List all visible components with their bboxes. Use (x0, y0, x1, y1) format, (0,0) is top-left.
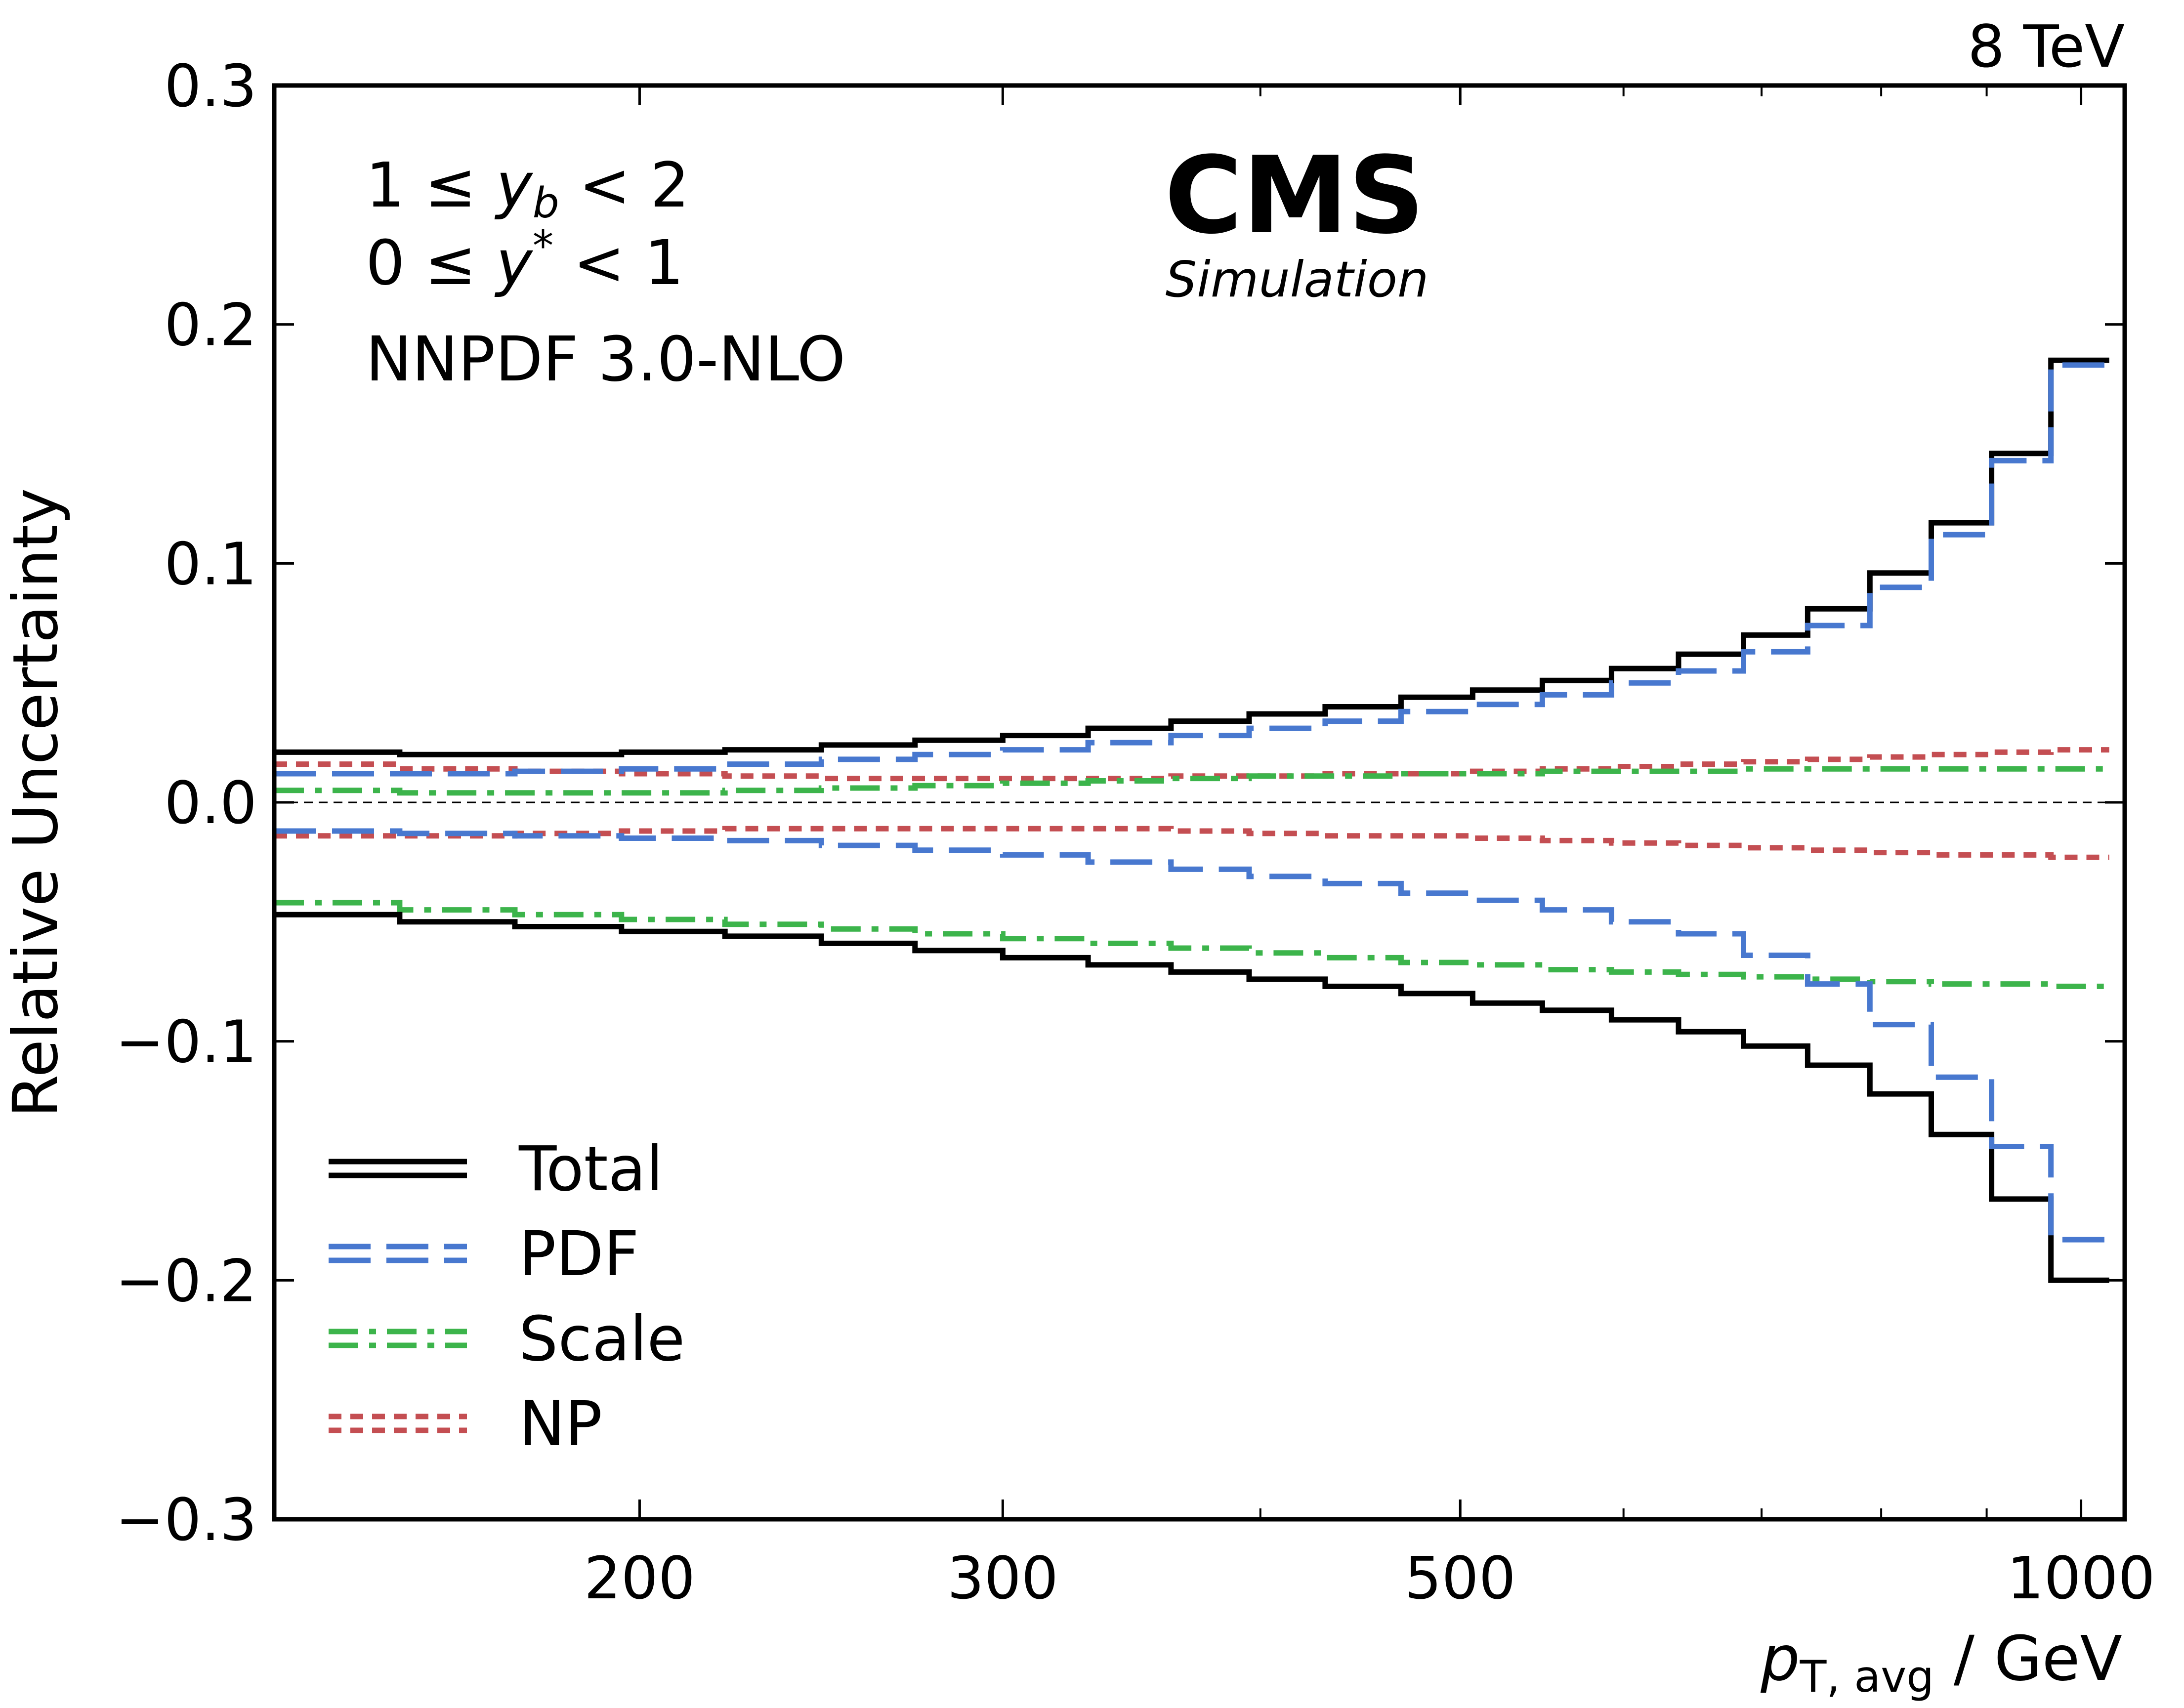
cms-logo: CMS (1165, 133, 1425, 257)
ystar-pre: 0 ≤ (366, 227, 496, 299)
series-layer (274, 357, 2125, 1283)
y-tick-label: 0.1 (164, 530, 257, 598)
series-scale-down (274, 900, 2109, 989)
cms-simulation-label: Simulation (1166, 250, 1429, 308)
x-tick-label: 200 (584, 1544, 695, 1612)
plot-frame (272, 83, 2127, 1522)
annotation-yb-range: 1 ≤ yb < 2 (366, 150, 689, 228)
legend-label-np: NP (519, 1388, 602, 1460)
series-pdf-down (274, 828, 2109, 1243)
series-np-down (274, 826, 2109, 860)
x-tick-label: 500 (1405, 1544, 1516, 1612)
annotation-pdf-set: NNPDF 3.0-NLO (366, 324, 845, 395)
series-pdf-up (274, 362, 2109, 777)
legend-label-scale: Scale (519, 1303, 685, 1375)
annotation-ystar-range: 0 ≤ y* < 1 (366, 222, 684, 299)
x-label-sub: T, avg (1800, 1651, 1934, 1702)
energy-label: 8 TeV (1968, 12, 2125, 81)
y-axis-label: Relative Uncertainty (0, 488, 72, 1118)
y-tick-label: 0.3 (164, 52, 257, 120)
ystar-sup: * (533, 222, 554, 271)
x-label-main: p (1760, 1623, 1800, 1695)
y-tick-label: 0.2 (164, 291, 257, 359)
y-tick-label: −0.2 (115, 1247, 257, 1315)
yb-pre: 1 ≤ (366, 150, 496, 221)
series-np-up (274, 747, 2109, 782)
legend-label-total: Total (518, 1133, 663, 1205)
x-label-unit: / GeV (1934, 1623, 2122, 1695)
y-tick-label: 0.0 (164, 769, 257, 837)
x-tick-label: 300 (947, 1544, 1058, 1612)
ystar-post: < 1 (553, 227, 684, 299)
yb-sub: b (533, 179, 559, 228)
yb-post: < 2 (559, 150, 690, 221)
y-tick-label: −0.3 (115, 1486, 257, 1554)
ticks-layer: −0.3 −0.2 −0.1 0.0 0.1 0.2 0.3 200 300 500 1000 (115, 52, 2155, 1612)
x-axis-label: pT, avg / GeV (1760, 1623, 2122, 1702)
legend: Total PDF Scale NP (329, 1133, 685, 1460)
series-total-up (274, 357, 2109, 757)
ystar-var: y (494, 227, 534, 299)
yb-var: y (494, 150, 534, 221)
y-tick-label: −0.1 (115, 1008, 257, 1076)
series-total-down (274, 912, 2109, 1283)
series-scale-up (274, 766, 2109, 796)
legend-label-pdf: PDF (519, 1218, 639, 1290)
x-tick-label: 1000 (2007, 1544, 2155, 1612)
